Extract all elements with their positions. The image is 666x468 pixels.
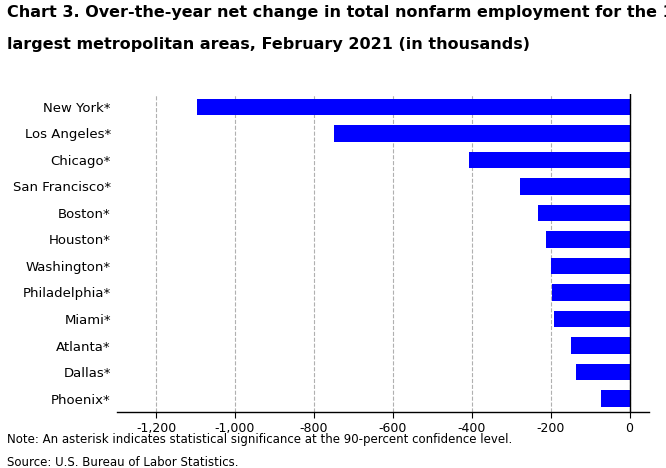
Bar xyxy=(571,337,629,354)
Bar xyxy=(196,99,629,115)
Text: Note: An asterisk indicates statistical significance at the 90-percent confidenc: Note: An asterisk indicates statistical … xyxy=(7,433,512,446)
Bar xyxy=(538,205,629,221)
Bar xyxy=(575,364,629,380)
Bar xyxy=(520,178,629,195)
Bar xyxy=(546,231,629,248)
Bar xyxy=(554,311,629,327)
Bar xyxy=(469,152,629,168)
Text: largest metropolitan areas, February 2021 (in thousands): largest metropolitan areas, February 202… xyxy=(7,37,529,52)
Text: Chart 3. Over-the-year net change in total nonfarm employment for the 12: Chart 3. Over-the-year net change in tot… xyxy=(7,5,666,20)
Bar xyxy=(552,284,629,301)
Bar xyxy=(334,125,629,142)
Bar xyxy=(601,390,629,407)
Bar xyxy=(551,258,629,274)
Text: Source: U.S. Bureau of Labor Statistics.: Source: U.S. Bureau of Labor Statistics. xyxy=(7,456,238,468)
